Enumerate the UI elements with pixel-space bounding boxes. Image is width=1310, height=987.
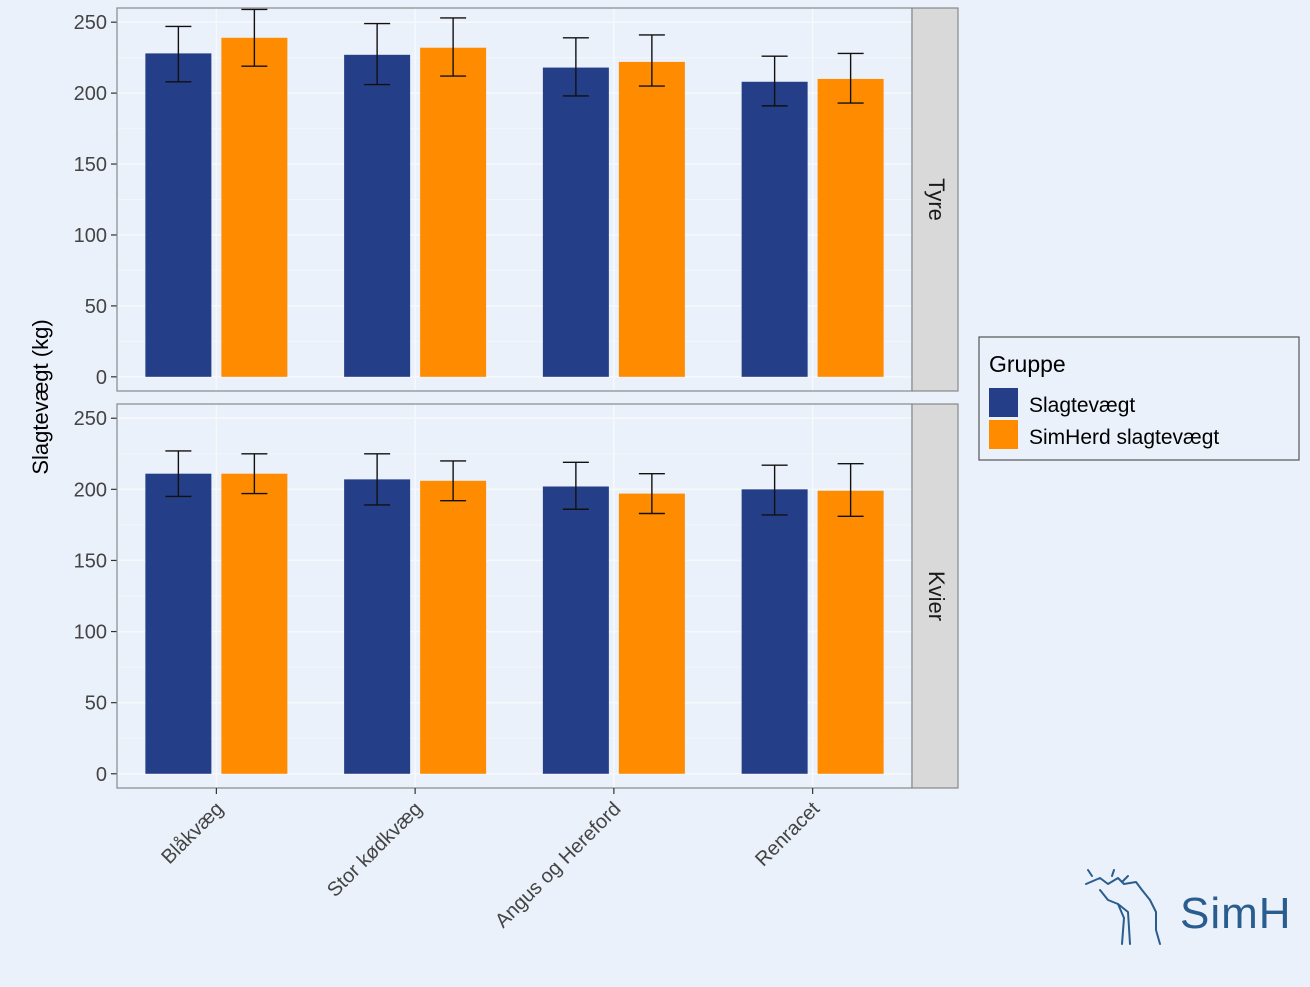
error-bar xyxy=(440,17,467,77)
cow-logo-icon xyxy=(1085,869,1161,945)
legend: Gruppe Slagtevægt SimHerd slagtevægt xyxy=(978,336,1300,461)
bar-tyre-slagtev-gt-angus-og-hereford xyxy=(542,67,609,377)
error-bar xyxy=(241,453,268,495)
legend-entry-slagtevaegt: Slagtevægt xyxy=(1029,394,1135,417)
bar-tyre-slagtev-gt-stor-k-dkv-g xyxy=(344,54,411,377)
y-tick-label: 150 xyxy=(74,550,107,572)
y-tick-label: 50 xyxy=(85,693,107,715)
bar-kvier-simherd-slagtev-gt-stor-k-dkv-g xyxy=(420,480,487,774)
x-axis: Blåkvæg Stor kødkvæg Angus og Hereford Renr… xyxy=(157,788,824,932)
panel-kvier: 0 50 100 150 200 250 Kvier xyxy=(74,403,959,789)
error-bar xyxy=(761,464,788,516)
facet-strip-label: Tyre xyxy=(924,178,949,221)
legend-title: Gruppe xyxy=(989,351,1066,377)
bar-tyre-slagtev-gt-blakv-g xyxy=(145,53,212,377)
error-bar xyxy=(837,463,864,518)
legend-entry-simherd: SimHerd slagtevægt xyxy=(1029,426,1219,449)
y-tick-label: 100 xyxy=(74,622,107,644)
y-axis-label: Slagtevægt (kg) xyxy=(28,319,53,474)
error-bar xyxy=(165,25,192,83)
bar-kvier-simherd-slagtev-gt-blakv-g xyxy=(221,473,288,774)
facet-strip-label: Kvier xyxy=(924,571,949,621)
chart-panels: 0 50 100 150 200 250 Tyre 0 50 100 150 200 250 Kvier xyxy=(74,7,959,789)
bar-tyre-simherd-slagtev-gt-stor-k-dkv-g xyxy=(420,47,487,377)
x-tick-label: Stor kødkvæg xyxy=(323,798,427,902)
legend-box xyxy=(978,336,1300,461)
bar-kvier-slagtev-gt-angus-og-hereford xyxy=(542,486,609,774)
x-tick-label: Angus og Hereford xyxy=(491,798,625,932)
bar-kvier-slagtev-gt-stor-k-dkv-g xyxy=(344,479,411,774)
y-tick-label: 150 xyxy=(74,154,107,176)
error-bar xyxy=(638,472,665,515)
y-tick-label: 50 xyxy=(85,296,107,318)
facet-strip xyxy=(911,7,959,392)
y-tick-label: 250 xyxy=(74,408,107,430)
x-tick-label: Blåkvæg xyxy=(157,798,228,869)
bar-tyre-slagtev-gt-renracet xyxy=(741,81,808,377)
logo-text: SimH xyxy=(1180,889,1292,938)
bar-tyre-simherd-slagtev-gt-blakv-g xyxy=(221,37,288,377)
error-bar xyxy=(364,453,391,506)
error-bar xyxy=(638,34,665,87)
y-tick-label: 0 xyxy=(96,764,107,786)
bar-tyre-simherd-slagtev-gt-angus-og-hereford xyxy=(618,61,685,377)
bar-tyre-simherd-slagtev-gt-renracet xyxy=(817,78,884,377)
simherd-logo: SimH xyxy=(1085,869,1292,945)
error-bar xyxy=(165,450,192,498)
error-bar xyxy=(440,460,467,502)
bar-kvier-simherd-slagtev-gt-angus-og-hereford xyxy=(618,493,685,774)
y-tick-label: 200 xyxy=(74,83,107,105)
legend-swatch-slagtevaegt xyxy=(989,388,1018,417)
panel-tyre: 0 50 100 150 200 250 Tyre xyxy=(74,7,959,392)
y-tick-label: 200 xyxy=(74,479,107,501)
facet-strip xyxy=(911,403,959,789)
y-tick-label: 250 xyxy=(74,12,107,34)
error-bar xyxy=(562,461,589,510)
error-bar xyxy=(761,55,788,107)
error-bar xyxy=(837,52,864,104)
bar-kvier-slagtev-gt-blakv-g xyxy=(145,473,212,774)
bar-kvier-simherd-slagtev-gt-renracet xyxy=(817,490,884,774)
error-bar xyxy=(364,22,391,86)
error-bar xyxy=(562,37,589,97)
x-tick-label: Renracet xyxy=(751,798,824,871)
bar-kvier-slagtev-gt-renracet xyxy=(741,489,808,774)
error-bar xyxy=(241,8,268,67)
y-tick-label: 100 xyxy=(74,225,107,247)
legend-swatch-simherd xyxy=(989,420,1018,449)
y-tick-label: 0 xyxy=(96,367,107,389)
